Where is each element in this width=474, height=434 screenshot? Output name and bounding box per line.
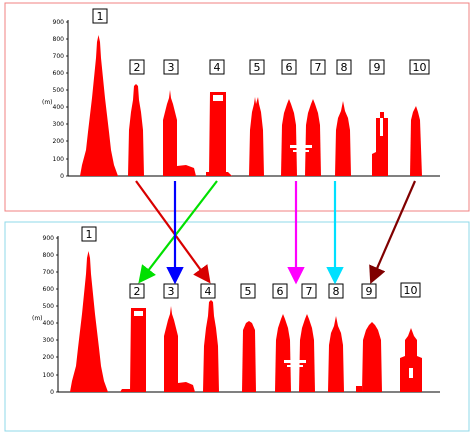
bottom-label-7: 7 <box>306 285 313 298</box>
bottom-tick-700: 700 <box>43 269 55 276</box>
top-label-6: 6 <box>286 61 293 74</box>
top-label-2: 2 <box>134 61 141 74</box>
top-label-4: 4 <box>214 61 221 74</box>
top-panel-frame <box>4 2 470 212</box>
top-tick-200: 200 <box>53 138 65 145</box>
top-building-details <box>213 95 383 152</box>
top-building-8 <box>335 101 351 176</box>
top-building-7 <box>305 99 321 176</box>
bottom-label-8: 8 <box>333 285 340 298</box>
bottom-building-9 <box>356 322 382 392</box>
bottom-tick-0: 0 <box>50 389 54 396</box>
bottom-building-3 <box>164 306 195 392</box>
top-tick-600: 600 <box>53 70 65 77</box>
top-label-1: 1 <box>97 10 104 23</box>
bottom-label-9: 9 <box>366 285 373 298</box>
bottom-building-4 <box>203 300 219 392</box>
bottom-labels: 1 2 3 4 5 6 7 8 9 10 <box>81 226 421 299</box>
bottom-label-4: 4 <box>205 285 212 298</box>
bottom-building-10 <box>400 328 422 392</box>
top-tick-700: 700 <box>53 53 65 60</box>
bottom-unit-label: (m) <box>32 315 43 322</box>
top-panel: 900 800 700 600 500 400 300 200 100 0 (m… <box>42 8 440 180</box>
top-building-4 <box>206 92 232 176</box>
arrow-2-to-4-red <box>135 180 211 284</box>
top-tick-0: 0 <box>60 173 64 180</box>
top-label-10: 10 <box>413 61 427 74</box>
top-label-9: 9 <box>374 61 381 74</box>
top-building-9 <box>372 112 388 176</box>
bottom-label-5: 5 <box>245 285 252 298</box>
bottom-tick-600: 600 <box>43 286 55 293</box>
bottom-label-10: 10 <box>404 284 418 297</box>
top-label-8: 8 <box>341 61 348 74</box>
top-tick-900: 900 <box>53 19 65 26</box>
top-tick-400: 400 <box>53 104 65 111</box>
bottom-panel-frame <box>4 221 470 432</box>
top-unit-label: (m) <box>42 99 53 106</box>
top-buildings <box>80 35 422 176</box>
top-tick-300: 300 <box>53 121 65 128</box>
bottom-tick-300: 300 <box>43 337 55 344</box>
top-building-1 <box>80 35 118 176</box>
bottom-building-5 <box>242 321 256 392</box>
bottom-tick-900: 900 <box>43 235 55 242</box>
rank-change-arrows <box>135 180 417 285</box>
bottom-building-2 <box>120 308 146 392</box>
top-labels: 1 2 3 4 5 6 7 8 9 10 <box>92 8 430 75</box>
bottom-tick-500: 500 <box>43 303 55 310</box>
bottom-label-1: 1 <box>86 228 93 241</box>
bottom-tick-200: 200 <box>43 354 55 361</box>
top-building-2 <box>128 84 144 176</box>
bottom-tick-400: 400 <box>43 320 55 327</box>
top-building-10 <box>410 106 422 176</box>
top-building-3 <box>163 90 196 176</box>
bottom-label-6: 6 <box>277 285 284 298</box>
top-label-7: 7 <box>315 61 322 74</box>
bottom-label-3: 3 <box>168 285 175 298</box>
bottom-tick-800: 800 <box>43 252 55 259</box>
bottom-building-6 <box>275 314 291 392</box>
arrow-10-to-9-darkred <box>369 180 417 285</box>
bottom-building-8 <box>328 316 344 392</box>
top-tick-500: 500 <box>53 87 65 94</box>
bottom-panel: 900 800 700 600 500 400 300 200 100 0 (m… <box>32 226 440 396</box>
top-building-6 <box>281 99 297 176</box>
top-label-3: 3 <box>168 61 175 74</box>
bottom-building-7 <box>299 314 315 392</box>
bottom-building-1 <box>70 251 108 392</box>
top-label-5: 5 <box>254 61 261 74</box>
top-tick-100: 100 <box>53 156 65 163</box>
bottom-tick-100: 100 <box>43 372 55 379</box>
bottom-label-2: 2 <box>134 285 141 298</box>
top-tick-800: 800 <box>53 36 65 43</box>
top-building-5 <box>249 97 264 176</box>
arrow-4-to-2-green <box>138 180 218 284</box>
bottom-buildings <box>70 251 422 392</box>
bottom-building-details <box>134 311 413 378</box>
